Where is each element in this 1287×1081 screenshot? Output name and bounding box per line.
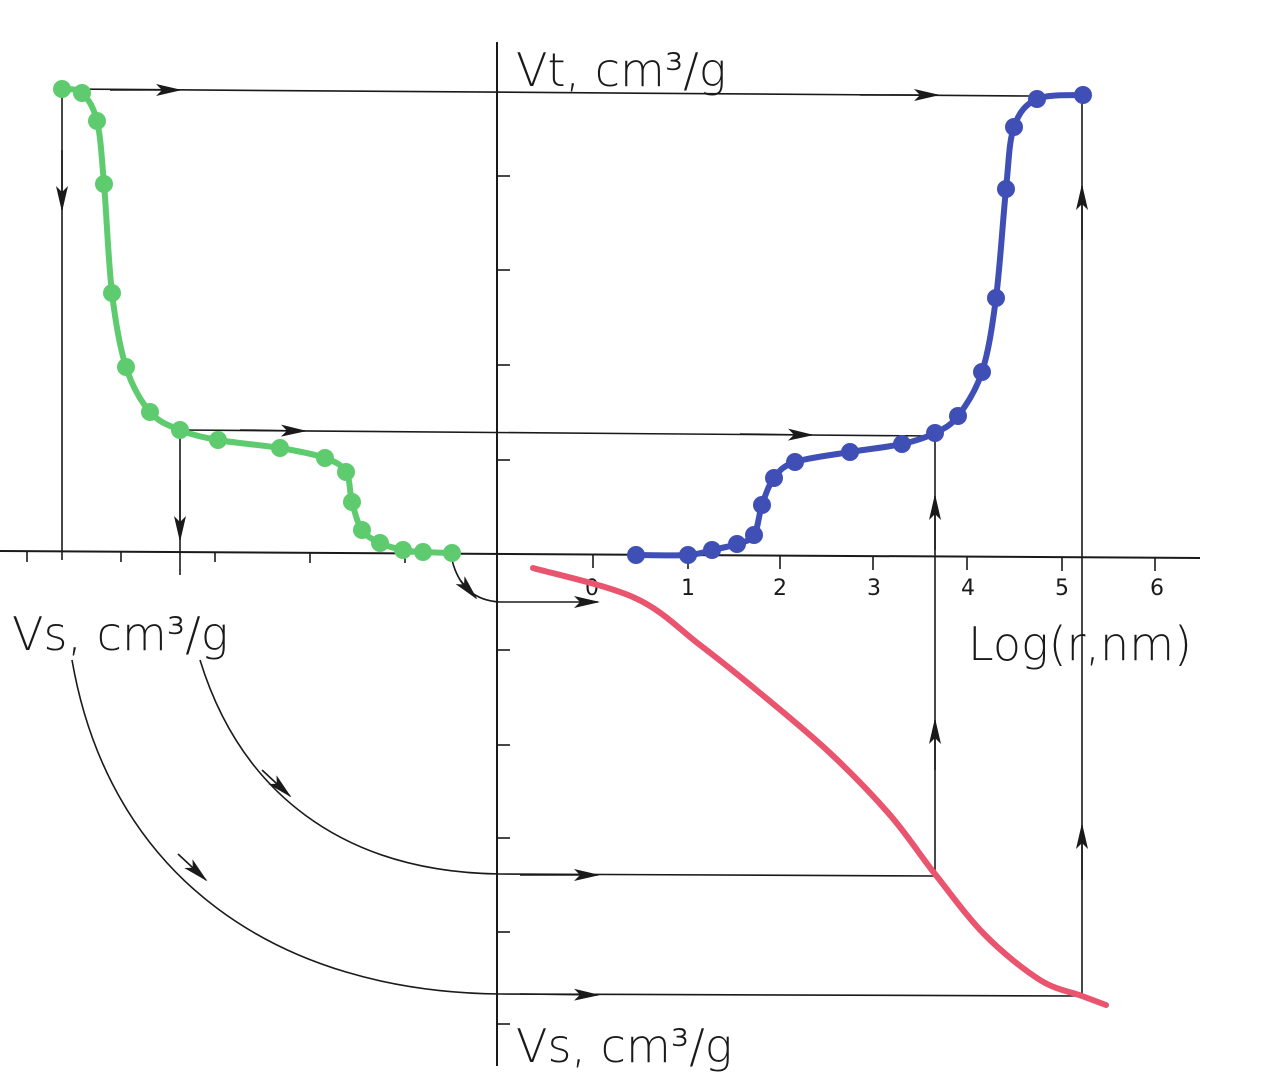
- green-data-point: [95, 175, 113, 193]
- x-tick-label: 4: [961, 576, 975, 601]
- outer-arc: [71, 659, 1083, 997]
- blue-data-point: [627, 546, 645, 564]
- outer-arc-arrow-1: [177, 853, 208, 882]
- blue-data-point: [1028, 90, 1046, 108]
- green-data-point: [88, 112, 106, 130]
- blue-data-point: [1005, 118, 1023, 136]
- green-data-point: [414, 543, 432, 561]
- blue-data-point: [753, 496, 771, 514]
- small-transfer-head: [455, 576, 478, 600]
- horizontal-axis: [0, 550, 1201, 559]
- axes: [0, 42, 1201, 1066]
- green-data-point: [103, 284, 121, 302]
- x-axis-label: Log(r,nm): [968, 617, 1192, 671]
- green-data-point: [394, 541, 412, 559]
- blue-data-point: [703, 541, 721, 559]
- vs-left-axis-label: Vs, cm³/g: [12, 607, 228, 661]
- blue-data-point: [987, 289, 1005, 307]
- green-data-point: [353, 521, 371, 539]
- green-data-point: [316, 449, 334, 467]
- inner-arc-arrow-1: [261, 769, 292, 798]
- inner-arc: [199, 659, 936, 877]
- blue-data-point: [745, 526, 763, 544]
- blue-data-point: [1074, 86, 1092, 104]
- x-tick-label: 2: [773, 576, 787, 601]
- x-tick-label: 1: [681, 576, 695, 601]
- blue-data-point: [893, 435, 911, 453]
- blue-data-point: [973, 363, 991, 381]
- green-curve-line: [59, 86, 455, 556]
- green-data-point: [73, 84, 91, 102]
- x-tick-labels: 0 1 2 3 4 5 6: [585, 576, 1164, 601]
- green-data-point: [209, 431, 227, 449]
- guide-arrows: [56, 84, 1088, 1001]
- axis-labels: Vt, cm³/g Vs, cm³/g Vs, cm³/g Log(r,nm): [12, 43, 1192, 1073]
- green-data-point: [53, 80, 71, 98]
- green-data-point: [141, 403, 159, 421]
- green-data-point: [371, 534, 389, 552]
- green-data-point: [337, 463, 355, 481]
- middle-guide-arrow-2: [739, 428, 814, 441]
- vt-axis-label: Vt, cm³/g: [516, 43, 726, 97]
- red-curve-line: [530, 565, 1109, 1008]
- x-tick-label: 6: [1150, 576, 1164, 601]
- blue-data-point: [997, 180, 1015, 198]
- blue-data-point: [786, 453, 804, 471]
- vs-bottom-axis-label: Vs, cm³/g: [516, 1019, 732, 1073]
- x-tick-label: 3: [867, 576, 881, 601]
- blue-curve-line: [633, 92, 1086, 559]
- green-data-point: [343, 493, 361, 511]
- middle-guide-arrow-1: [239, 424, 307, 437]
- blue-data-point: [679, 546, 697, 564]
- blue-data-point: [765, 469, 783, 487]
- curves: [53, 80, 1109, 1008]
- vertical-axis-ticks: [497, 175, 510, 1025]
- small-transfer-curve: [451, 559, 520, 603]
- green-data-point: [443, 544, 461, 562]
- blue-data-point: [728, 535, 746, 553]
- blue-data-point: [841, 443, 859, 461]
- blue-data-point: [949, 407, 967, 425]
- green-data-point: [117, 358, 135, 376]
- green-data-point: [171, 421, 189, 439]
- green-data-point: [271, 439, 289, 457]
- x-tick-label: 5: [1055, 576, 1069, 601]
- blue-data-point: [926, 424, 944, 442]
- outer-arc-arrow-2: [519, 988, 600, 1001]
